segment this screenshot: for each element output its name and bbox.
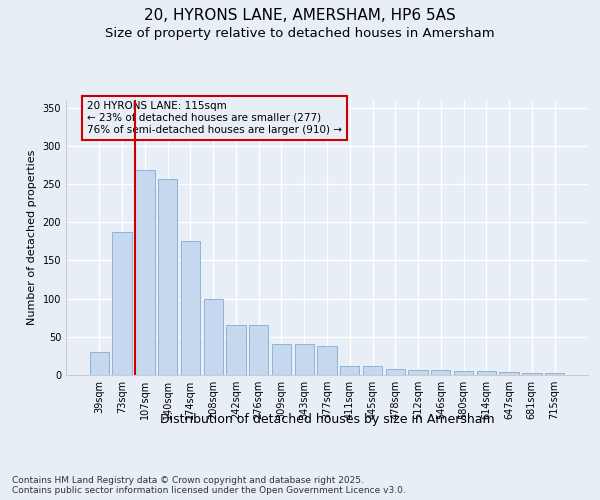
Bar [203, 298, 223, 375]
Bar [454, 371, 473, 375]
Bar [112, 232, 132, 375]
Bar [181, 242, 200, 375]
Bar [545, 374, 564, 375]
Bar [295, 344, 314, 375]
Bar [158, 180, 178, 375]
Text: Contains HM Land Registry data © Crown copyright and database right 2025.
Contai: Contains HM Land Registry data © Crown c… [12, 476, 406, 495]
Bar [363, 366, 382, 375]
Y-axis label: Number of detached properties: Number of detached properties [27, 150, 37, 325]
Bar [226, 326, 245, 375]
Bar [409, 370, 428, 375]
Bar [431, 370, 451, 375]
Bar [249, 326, 268, 375]
Bar [386, 369, 405, 375]
Bar [340, 366, 359, 375]
Bar [272, 344, 291, 375]
Bar [476, 371, 496, 375]
Text: 20 HYRONS LANE: 115sqm
← 23% of detached houses are smaller (277)
76% of semi-de: 20 HYRONS LANE: 115sqm ← 23% of detached… [87, 102, 342, 134]
Bar [317, 346, 337, 375]
Text: Distribution of detached houses by size in Amersham: Distribution of detached houses by size … [160, 412, 494, 426]
Bar [135, 170, 155, 375]
Bar [90, 352, 109, 375]
Bar [499, 372, 519, 375]
Bar [522, 374, 542, 375]
Text: 20, HYRONS LANE, AMERSHAM, HP6 5AS: 20, HYRONS LANE, AMERSHAM, HP6 5AS [144, 8, 456, 22]
Text: Size of property relative to detached houses in Amersham: Size of property relative to detached ho… [105, 28, 495, 40]
